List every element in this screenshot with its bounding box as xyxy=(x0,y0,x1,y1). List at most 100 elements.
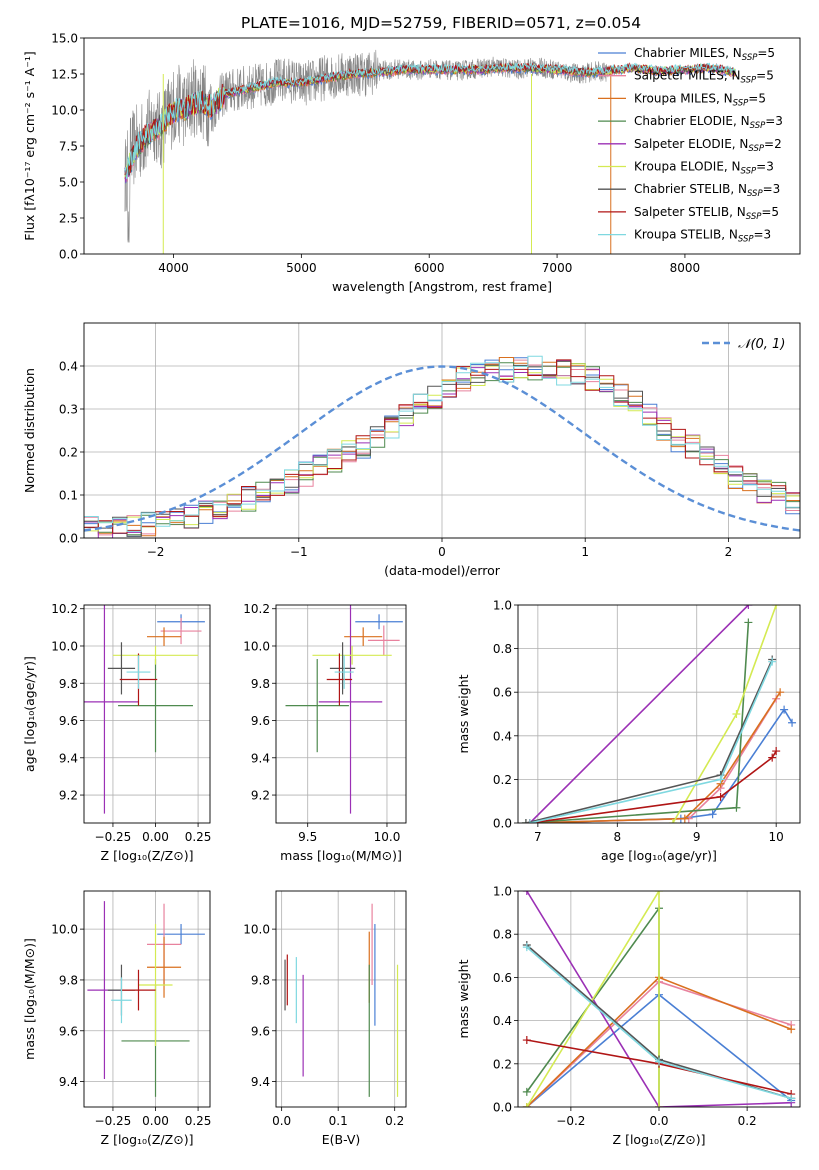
errorbar-point-4 xyxy=(318,605,383,814)
x-tick-label: 0.25 xyxy=(185,830,212,844)
y-tick-label: 0.2 xyxy=(493,1057,512,1071)
x-tick-label: 0.2 xyxy=(738,1114,757,1128)
y-tick-label: 9.4 xyxy=(251,751,270,765)
x-tick-label: −2 xyxy=(147,545,165,559)
axes-frame xyxy=(83,890,211,1108)
errorbar-point-0 xyxy=(355,614,403,630)
y-tick-label: 9.8 xyxy=(251,677,270,691)
x-axis-label: wavelength [Angstrom, rest frame] xyxy=(332,279,552,294)
legend-label-sub: SSP xyxy=(746,212,762,222)
axes-weight_vs_Z: −0.2 0.0 0.2 0.0 0.2 0.4 0.6 0.8 1.0 Z [log₁₀(Z/Z… xyxy=(456,885,801,1147)
y-tick-label: 0.0 xyxy=(493,1101,512,1115)
y-tick-label: 0.0 xyxy=(59,248,78,262)
weight-marker xyxy=(668,819,677,823)
errorbar-point-0 xyxy=(157,924,205,945)
x-tick-label: 8000 xyxy=(670,261,701,275)
x-tick-label: 8 xyxy=(613,830,621,844)
legend-label-sub: SSP xyxy=(742,53,758,63)
legend-label-suffix: =5 xyxy=(748,91,766,105)
legend-label-main: Kroupa STELIB, N xyxy=(634,228,738,242)
x-tick-label: 0.2 xyxy=(385,1114,404,1128)
y-tick-label: 9.6 xyxy=(251,714,270,728)
spectrum-model-line-8 xyxy=(124,62,737,179)
x-tick-label: 0.1 xyxy=(329,1114,348,1128)
y-tick-label: 10.0 xyxy=(243,923,270,937)
y-tick-label: 10.0 xyxy=(51,104,78,118)
x-tick-label: 9 xyxy=(693,830,701,844)
weight-line-5 xyxy=(526,891,660,1107)
plot-area-mass_vs_Z xyxy=(87,901,205,1097)
y-tick-label: 10.0 xyxy=(243,639,270,653)
errorbar-point-4 xyxy=(84,605,139,814)
errorbar-point-1 xyxy=(160,618,202,645)
legend-label: Chabrier ELODIE, NSSP=3 xyxy=(634,114,783,131)
x-tick-label: 0.00 xyxy=(142,830,169,844)
axes-frame xyxy=(517,890,801,1108)
y-tick-label: 0.2 xyxy=(59,446,78,460)
x-tick-label: 5000 xyxy=(286,261,317,275)
weight-line-4 xyxy=(526,891,792,1107)
y-tick-label: 2.5 xyxy=(59,212,78,226)
legend-label: Salpeter ELODIE, NSSP=2 xyxy=(634,137,782,154)
weight-marker xyxy=(708,810,717,819)
y-tick-label: 0.2 xyxy=(493,773,512,787)
y-tick-label: 9.8 xyxy=(251,973,270,987)
axes-mass_vs_Z: −0.25 0.00 0.25 9.4 9.6 9.8 10.0 Z [log₁₀(Z/Z⊙)… xyxy=(22,890,211,1147)
figure-title: PLATE=1016, MJD=52759, FIBERID=0571, z=0… xyxy=(241,14,641,32)
legend-label-main: Kroupa MILES, N xyxy=(634,91,733,105)
errorbar-point-2 xyxy=(344,627,383,646)
legend-label-sub: SSP xyxy=(747,189,763,199)
y-tick-label: 9.8 xyxy=(59,677,78,691)
weight-marker xyxy=(680,814,689,823)
weight-marker xyxy=(780,705,789,714)
hist-step-3 xyxy=(84,362,800,538)
legend-label-sub: SSP xyxy=(750,121,766,131)
x-axis-label: age [log₁₀(age/yr)] xyxy=(601,848,717,863)
weight-marker xyxy=(768,753,777,762)
x-tick-label: 10 xyxy=(769,830,784,844)
axes-age_vs_Z: −0.25 0.00 0.25 9.2 9.4 9.6 9.8 10.0 10.2 Z [log₁… xyxy=(22,602,212,863)
legend-label: Kroupa STELIB, NSSP=3 xyxy=(634,228,771,245)
y-tick-label: 10.0 xyxy=(51,923,78,937)
y-axis-label: Normed distribution xyxy=(22,368,37,493)
plot-area-age_vs_Z xyxy=(84,605,205,814)
plot-area-mass_vs_EBV xyxy=(284,903,399,1097)
x-axis-label: (data-model)/error xyxy=(384,563,501,578)
y-tick-label: 10.2 xyxy=(51,602,78,616)
x-tick-label: 9.5 xyxy=(298,830,317,844)
errorbar-point-3 xyxy=(285,659,349,753)
x-tick-label: 10.0 xyxy=(374,830,401,844)
legend-label-suffix: =3 xyxy=(763,182,781,196)
legend-label: Kroupa ELODIE, NSSP=3 xyxy=(634,160,774,177)
weight-marker xyxy=(744,618,753,627)
hist-legend-label: 𝒩(0, 1) xyxy=(738,337,785,352)
y-axis-label: mass weight xyxy=(456,674,471,753)
legend-label-main: Chabrier STELIB, N xyxy=(634,182,747,196)
errorbar-point-1 xyxy=(367,625,400,656)
plot-area-residuals xyxy=(84,355,800,538)
axes-mass_vs_EBV: 0.0 0.1 0.2 9.4 9.6 9.8 10.0 E(B-V) xyxy=(243,890,407,1147)
plot-area-spectrum xyxy=(124,49,737,254)
weight-line-0 xyxy=(529,708,793,823)
legend-label-main: Salpeter ELODIE, N xyxy=(634,137,748,151)
legend-label-suffix: =5 xyxy=(761,205,779,219)
legend-label: Salpeter MILES, NSSP=5 xyxy=(634,69,774,86)
x-tick-label: 0.0 xyxy=(272,1114,291,1128)
y-tick-label: 0.0 xyxy=(493,817,512,831)
x-axis-label: E(B-V) xyxy=(322,1132,361,1147)
y-tick-label: 0.4 xyxy=(493,1014,512,1028)
y-tick-label: 0.8 xyxy=(493,928,512,942)
x-axis-label: Z [log₁₀(Z/Z⊙)] xyxy=(101,848,194,863)
y-axis-label: mass weight xyxy=(456,959,471,1038)
weight-marker xyxy=(522,1087,531,1096)
weight-marker xyxy=(522,1103,531,1107)
hist-step-4 xyxy=(84,360,800,538)
plot-area-age_vs_mass xyxy=(285,605,403,814)
x-tick-label: 6000 xyxy=(414,261,445,275)
x-axis-label: Z [log₁₀(Z/Z⊙)] xyxy=(613,1132,706,1147)
legend-label: Kroupa MILES, NSSP=5 xyxy=(634,91,766,108)
weight-marker xyxy=(744,605,753,609)
y-tick-label: 9.4 xyxy=(59,1075,78,1089)
y-tick-label: 7.5 xyxy=(59,140,78,154)
